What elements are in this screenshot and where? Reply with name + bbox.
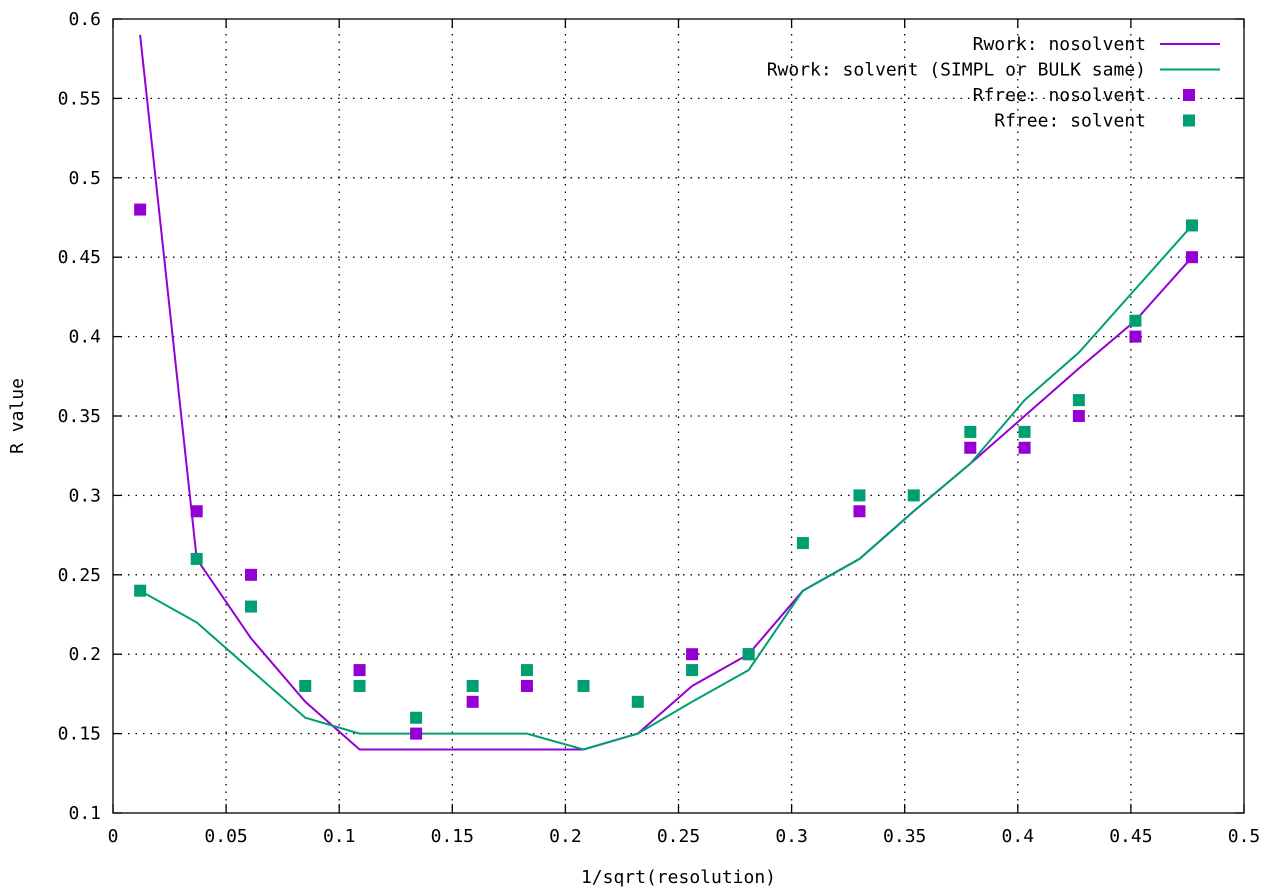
data-point xyxy=(964,441,977,454)
data-point xyxy=(1185,251,1198,264)
data-point xyxy=(299,679,312,692)
y-tick-label: 0.2 xyxy=(68,644,101,665)
data-point xyxy=(1185,219,1198,232)
series-layer xyxy=(134,34,1198,751)
y-tick-label: 0.45 xyxy=(58,247,101,268)
data-point xyxy=(577,679,590,692)
y-tick-label: 0.55 xyxy=(58,88,101,109)
data-point xyxy=(1129,314,1142,327)
x-tick-label: 0.25 xyxy=(657,826,700,847)
y-tick-label: 0.6 xyxy=(68,9,101,30)
series-line xyxy=(139,34,1193,751)
data-point xyxy=(631,695,644,708)
series-line xyxy=(139,224,1193,751)
legend-point-swatch xyxy=(1183,114,1195,127)
data-point xyxy=(1072,394,1085,407)
legend-point-swatch xyxy=(1183,89,1195,101)
data-point xyxy=(1072,410,1085,422)
data-point xyxy=(686,664,699,677)
data-point xyxy=(1129,330,1142,343)
data-point xyxy=(1018,425,1031,438)
x-tick-label: 0.45 xyxy=(1109,826,1152,847)
x-tick-label: 0.5 xyxy=(1228,826,1261,847)
data-point xyxy=(190,552,203,565)
y-tick-label: 0.3 xyxy=(68,485,101,506)
x-tick-label: 0.3 xyxy=(775,826,808,847)
x-axis-label: 1/sqrt(resolution) xyxy=(581,867,776,888)
data-point xyxy=(134,203,147,216)
x-tick-label: 0.4 xyxy=(1002,826,1035,847)
data-point xyxy=(520,664,533,677)
data-point xyxy=(1018,441,1031,454)
y-tick-label: 0.5 xyxy=(68,168,101,189)
legend-label: Rfree: solvent xyxy=(994,111,1146,132)
x-tick-label: 0 xyxy=(108,826,119,847)
y-tick-labels: 0.1 0.15 0.2 0.25 0.3 0.35 0.4 0.45 0.5 0.55 0.6 xyxy=(58,9,101,824)
y-tick-label: 0.1 xyxy=(68,803,101,824)
x-tick-label: 0.1 xyxy=(323,826,356,847)
data-point xyxy=(244,568,257,581)
legend: Rwork: nosolvent Rwork: solvent (SIMPL or… xyxy=(767,34,1220,132)
data-point xyxy=(853,505,866,518)
data-point xyxy=(410,711,423,724)
y-tick-label: 0.15 xyxy=(58,724,101,745)
data-point xyxy=(742,648,755,661)
legend-label: Rfree: nosolvent xyxy=(973,85,1146,106)
y-tick-label: 0.35 xyxy=(58,406,101,427)
x-tick-label: 0.2 xyxy=(549,826,582,847)
x-tick-labels: 0 0.05 0.1 0.15 0.2 0.25 0.3 0.35 0.4 0.45 0.5 xyxy=(108,826,1261,847)
plot-frame xyxy=(112,18,1245,814)
data-point xyxy=(964,425,977,438)
series-line-1 xyxy=(139,224,1193,751)
data-point xyxy=(686,648,699,661)
data-point xyxy=(520,679,533,692)
data-point xyxy=(466,695,479,708)
data-point xyxy=(353,664,366,677)
legend-label: Rwork: solvent (SIMPL or BULK same) xyxy=(767,60,1146,81)
data-point xyxy=(244,600,257,613)
data-point xyxy=(853,489,866,502)
data-point xyxy=(907,489,920,502)
x-tick-label: 0.35 xyxy=(883,826,926,847)
y-axis-label: R value xyxy=(7,378,28,454)
x-tick-label: 0.05 xyxy=(204,826,247,847)
x-tick-label: 0.15 xyxy=(431,826,474,847)
data-point xyxy=(134,584,147,597)
data-point xyxy=(190,505,203,518)
y-tick-label: 0.4 xyxy=(68,327,101,348)
grid-lines xyxy=(113,19,1244,813)
series-line-0 xyxy=(139,34,1193,751)
data-point xyxy=(796,537,809,550)
series-points-2 xyxy=(134,203,1198,740)
data-point xyxy=(410,727,423,740)
legend-label: Rwork: nosolvent xyxy=(973,34,1146,55)
data-point xyxy=(353,679,366,692)
y-tick-label: 0.25 xyxy=(58,565,101,586)
series-points-3 xyxy=(134,219,1198,724)
data-point xyxy=(466,679,479,692)
